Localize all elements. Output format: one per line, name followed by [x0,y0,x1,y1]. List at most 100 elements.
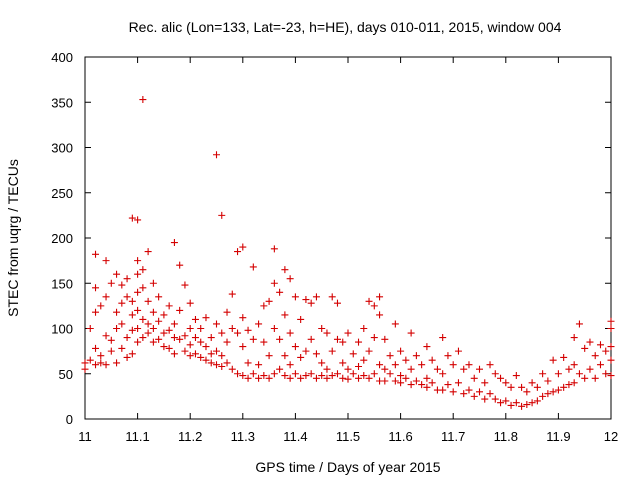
data-point [397,347,405,355]
data-point [102,293,110,301]
data-point [191,350,199,358]
data-point [365,374,373,382]
y-tick-label: 250 [51,186,73,201]
data-point [139,284,147,292]
data-point [281,311,289,319]
data-point [218,363,226,371]
data-point [481,395,489,403]
data-point [402,374,410,382]
data-point [481,379,489,387]
data-point [134,288,142,296]
data-point [139,334,147,342]
data-point [323,365,331,373]
data-point [470,374,478,382]
data-point [391,361,399,369]
data-point [186,341,194,349]
y-tick-label: 150 [51,276,73,291]
data-point [570,334,578,342]
data-point [465,361,473,369]
data-point [602,347,610,355]
data-point [381,377,389,385]
data-point [160,343,168,351]
data-point [444,352,452,360]
data-point [102,361,110,369]
data-point [134,216,142,224]
data-point [286,361,294,369]
data-point [386,352,394,360]
data-point [160,311,168,319]
data-point [265,297,273,305]
data-point [128,326,136,334]
data-point [512,372,520,380]
data-point [302,347,310,355]
data-point [307,335,315,343]
data-point [591,352,599,360]
y-tick-label: 400 [51,50,73,65]
data-point [134,325,142,332]
data-point [591,374,599,382]
data-point [139,315,147,323]
x-tick-label: 12 [604,429,618,444]
data-point [491,395,499,403]
data-point [92,308,100,316]
data-point [355,363,363,371]
data-point [570,361,578,369]
data-point [218,211,226,219]
data-point [370,302,378,310]
data-point [202,314,210,322]
data-point [228,325,236,332]
data-point [312,374,320,382]
data-point [128,214,136,222]
data-point [255,361,263,369]
data-point [213,151,220,159]
data-point [476,365,483,373]
data-point [428,379,436,387]
data-point [549,356,557,364]
data-point [102,332,110,340]
data-point [355,374,363,382]
data-point [433,365,441,373]
data-point [118,299,126,307]
data-point [460,365,468,373]
data-point [318,372,326,380]
data-point [565,365,573,373]
data-point [602,370,610,378]
data-point [197,353,205,361]
data-point [249,335,257,343]
data-point [92,284,100,292]
data-point [570,379,578,387]
data-point [181,347,189,355]
data-point [239,372,247,380]
y-tick-label: 300 [51,141,73,156]
data-point [286,374,294,382]
data-point [339,338,347,346]
data-point [302,372,310,380]
data-point [191,334,199,342]
data-point [333,370,341,378]
data-point [397,379,405,387]
data-point [286,329,294,337]
data-point [228,365,236,373]
y-axis-label: STEC from uqrg / TECUs [5,159,21,317]
data-point [281,266,289,274]
data-point [533,383,541,391]
data-point [312,293,320,301]
data-point [239,314,247,322]
data-point [276,335,284,343]
data-point [123,353,131,361]
data-point [228,290,236,298]
data-point [344,329,352,337]
data-point [291,343,299,351]
data-point [339,374,347,382]
x-tick-label: 11.1 [125,429,149,444]
data-point [512,399,520,407]
data-point [223,359,231,367]
data-point [596,341,604,349]
data-point [213,347,220,355]
data-point [518,402,526,410]
data-point [149,338,157,346]
data-point [191,315,199,323]
data-point [97,359,105,367]
data-point [260,302,268,310]
data-point [102,257,110,265]
